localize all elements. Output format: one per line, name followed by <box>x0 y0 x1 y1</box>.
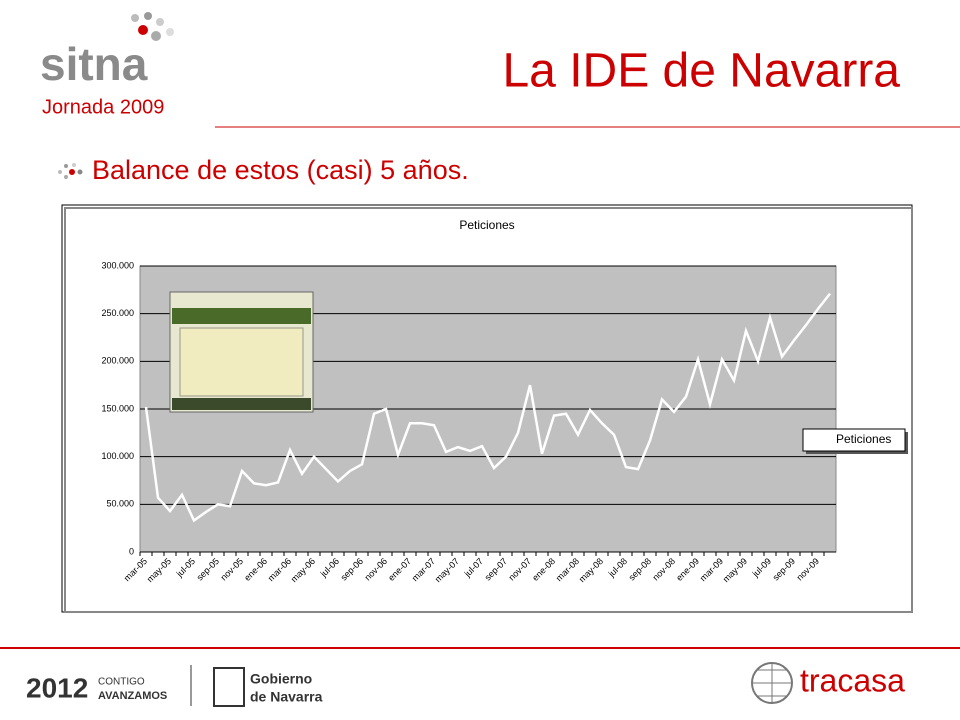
company-name: tracasa <box>800 662 905 698</box>
gov-name: Gobierno <box>250 671 312 687</box>
footer-slogan: AVANZAMOS <box>98 690 167 702</box>
y-tick-label: 150.000 <box>101 403 134 413</box>
logo-name: sitna <box>40 38 148 90</box>
gov-name: de Navarra <box>250 689 323 705</box>
footer: 2012 CONTIGO AVANZAMOS Gobierno de Navar… <box>0 647 960 707</box>
embedded-screenshot <box>169 291 314 413</box>
y-tick-label: 100.000 <box>101 451 134 461</box>
bullet-text: Balance de estos (casi) 5 años. <box>92 155 469 185</box>
screenshot-footer <box>172 398 311 410</box>
legend-label: Peticiones <box>836 432 891 446</box>
gov-shield <box>213 667 245 707</box>
y-tick-label: 0 <box>129 546 134 556</box>
y-tick-label: 250.000 <box>101 308 134 318</box>
screenshot-body <box>179 327 304 397</box>
series-line <box>144 292 831 523</box>
y-tick-label: 200.000 <box>101 356 134 366</box>
footer-year: 2012 <box>26 672 88 703</box>
chart-shadow <box>64 207 913 613</box>
legend-box <box>802 428 906 452</box>
chart-title: Peticiones <box>459 218 514 232</box>
logo: sitna Jornada 2009 <box>40 12 174 118</box>
plot: 0 50.000 100.000 150.000 200.000 250.000 300.0… <box>101 260 908 584</box>
bullet-icon <box>58 163 83 179</box>
slide-title: La IDE de Navarra <box>502 45 900 98</box>
company-globe-grid <box>752 663 792 703</box>
y-tick-label: 50.000 <box>106 499 134 509</box>
screenshot-header <box>172 308 311 324</box>
y-tick-label: 300.000 <box>101 260 134 270</box>
footer-slogan: CONTIGO <box>98 677 145 688</box>
logo-event: Jornada 2009 <box>42 96 164 118</box>
